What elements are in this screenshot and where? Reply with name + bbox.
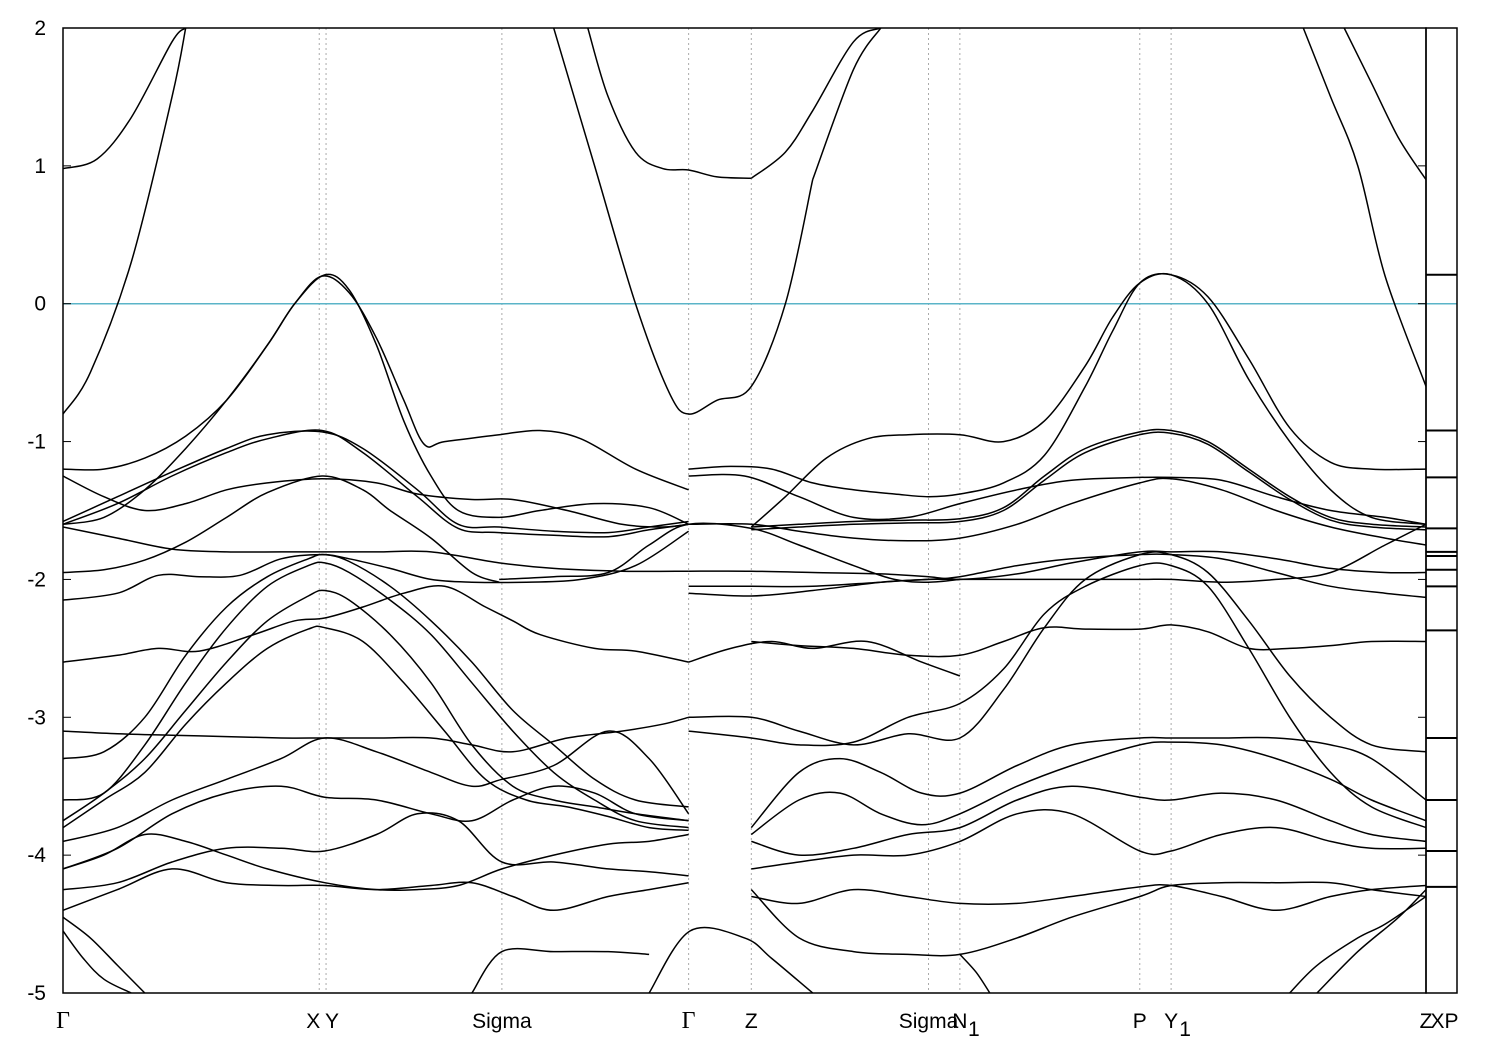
- y-axis-ticks: 2 1 0 -1 -2 -3 -4 -5: [27, 17, 1426, 1005]
- band-47: [751, 883, 1426, 912]
- xtick-label-8: P: [1133, 1010, 1147, 1033]
- xtick-label-0: Γ: [56, 1008, 70, 1034]
- band-0: [63, 28, 187, 170]
- band-49: [959, 953, 991, 993]
- band-5: [63, 429, 689, 538]
- band-11: [63, 553, 689, 808]
- band-30: [811, 28, 882, 180]
- ytick-label-4: -2: [27, 568, 46, 591]
- band-43: [750, 736, 1426, 829]
- ytick-label-6: -4: [27, 844, 46, 867]
- xtick-label-6: Sigma: [899, 1010, 959, 1033]
- xtick-label-2: Y: [325, 1010, 339, 1033]
- xtick-label-10: Z: [1420, 1010, 1433, 1033]
- band-curves: [63, 28, 1426, 993]
- band-15: [63, 585, 689, 663]
- band-42: [751, 624, 1426, 658]
- xtick-subscript-7: 1: [968, 1018, 980, 1041]
- band-29: [750, 28, 882, 179]
- band-24: [63, 930, 132, 993]
- band-4: [63, 430, 689, 534]
- plot-frame: [62, 27, 1458, 994]
- band-12: [63, 561, 689, 829]
- band-20: [63, 812, 689, 891]
- band-21: [63, 868, 689, 912]
- side-panel-border: [1425, 27, 1458, 994]
- band-23: [63, 916, 146, 993]
- band-51: [1316, 889, 1426, 993]
- xtick-label-7: N: [952, 1010, 967, 1033]
- ytick-label-7: -5: [27, 982, 46, 1005]
- xtick-label-1: X: [306, 1010, 320, 1033]
- xtick-label-3: Sigma: [472, 1010, 532, 1033]
- band-44: [750, 741, 1426, 836]
- band-48: [750, 881, 1426, 957]
- band-14: [63, 625, 689, 832]
- band-3: [63, 273, 689, 526]
- band-37: [688, 550, 1426, 581]
- band-38: [688, 553, 1426, 599]
- band-46: [751, 809, 1426, 870]
- band-52: [1302, 28, 1426, 387]
- xtick-label-5: Z: [745, 1010, 758, 1033]
- band-32: [750, 272, 1426, 528]
- band-7: [63, 475, 500, 583]
- xtick-subscript-9: 1: [1179, 1018, 1191, 1041]
- band-18: [63, 730, 690, 843]
- band-34: [751, 431, 1426, 531]
- ytick-label-0: 2: [34, 17, 46, 40]
- band-40: [688, 551, 1426, 753]
- ytick-label-5: -3: [27, 706, 46, 729]
- band-25: [471, 947, 650, 993]
- grid-lines: [318, 28, 1172, 993]
- band-36: [688, 477, 1426, 546]
- band-28: [552, 28, 814, 415]
- band-35: [688, 473, 1426, 526]
- band-1: [63, 28, 187, 415]
- side-panel: XP: [1426, 273, 1459, 1033]
- band-16: [688, 640, 961, 677]
- band-26: [648, 926, 814, 993]
- band-10: [63, 530, 690, 601]
- band-53: [1343, 28, 1426, 181]
- band-9: [63, 526, 689, 573]
- band-33: [751, 428, 1426, 528]
- band-41: [688, 562, 1426, 829]
- band-27: [587, 28, 752, 180]
- ytick-label-1: 1: [34, 155, 46, 178]
- band-45: [751, 785, 1426, 857]
- band-13: [63, 589, 689, 822]
- band-31: [688, 273, 1426, 498]
- band-50: [1289, 895, 1426, 993]
- xtick-label-4: Γ: [682, 1008, 696, 1034]
- band-19: [63, 785, 689, 870]
- xtick-label-9: Y: [1164, 1010, 1178, 1033]
- side-panel-label: XP: [1430, 1010, 1458, 1033]
- band-39: [688, 523, 1426, 588]
- ytick-label-2: 0: [34, 293, 46, 316]
- band-17: [63, 716, 689, 753]
- ytick-label-3: -1: [27, 431, 46, 454]
- band-22: [63, 833, 689, 892]
- band-6: [63, 475, 689, 528]
